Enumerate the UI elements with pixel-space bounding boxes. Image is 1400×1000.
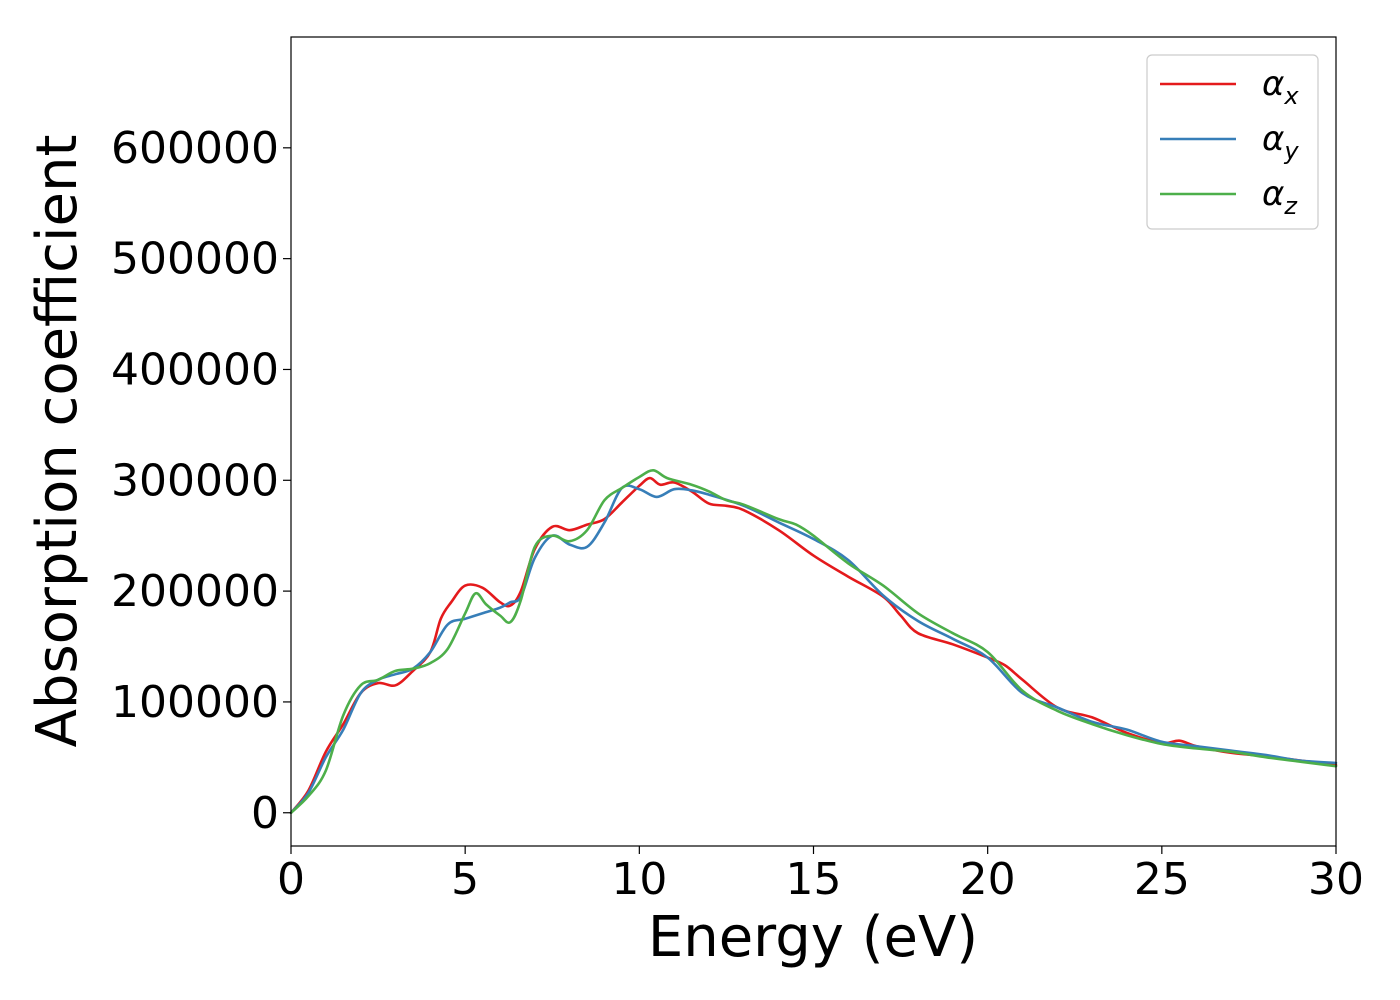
legend-label-subscript: z — [1283, 192, 1298, 220]
x-tick-label: 0 — [277, 854, 305, 905]
legend-label-subscript: x — [1283, 82, 1299, 110]
y-tick-label: 400000 — [111, 344, 279, 395]
legend-label-alpha-x: αx — [1262, 64, 1299, 110]
legend-label-subscript: y — [1283, 137, 1299, 165]
legend-box — [1146, 54, 1319, 230]
legend-label-alpha-y: αy — [1262, 119, 1299, 165]
y-tick-label: 300000 — [111, 455, 279, 506]
series-layer — [289, 469, 1338, 815]
x-tick-label: 20 — [960, 854, 1016, 905]
x-tick-label: 25 — [1134, 854, 1190, 905]
y-tick-label: 500000 — [111, 234, 279, 285]
series-line-alpha-z — [289, 469, 1338, 815]
y-tick-label: 600000 — [111, 123, 279, 174]
x-tick-label: 30 — [1308, 854, 1364, 905]
y-axis-title: Absorption coefficient — [25, 135, 90, 748]
legend-label-symbol: α — [1262, 119, 1284, 159]
x-axis: 0 5 10 15 20 25 30 — [277, 846, 1364, 905]
x-axis-title: Energy (eV) — [648, 905, 978, 970]
y-tick-label: 200000 — [111, 566, 279, 617]
legend-label-alpha-z: αz — [1262, 174, 1298, 220]
legend-label-symbol: α — [1262, 64, 1284, 104]
y-tick-label: 100000 — [111, 677, 279, 728]
x-tick-label: 5 — [451, 854, 479, 905]
y-tick-label: 0 — [251, 788, 279, 839]
x-tick-label: 10 — [611, 854, 667, 905]
y-axis: 0 100000 200000 300000 400000 500000 600000 — [111, 123, 291, 839]
x-tick-label: 15 — [786, 854, 842, 905]
legend-label-symbol: α — [1262, 174, 1284, 214]
